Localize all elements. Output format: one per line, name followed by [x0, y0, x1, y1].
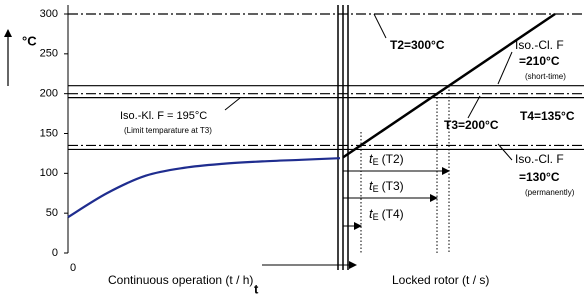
- leader-lines: [224, 13, 513, 161]
- series-line: [342, 12, 556, 159]
- duration-name: (T2): [382, 152, 404, 166]
- duration-name: (T4): [382, 207, 404, 221]
- annotation: (short-time): [525, 72, 566, 81]
- duration-name: (T3): [382, 179, 404, 193]
- annotation: T4=135°C: [520, 109, 575, 123]
- duration-symbol: t: [369, 178, 374, 193]
- y-tick-label: 150: [40, 127, 58, 139]
- duration-sub: E: [373, 184, 379, 194]
- series-line: [67, 157, 341, 219]
- annotation: (permanently): [525, 188, 575, 197]
- duration-symbol: t: [369, 206, 374, 221]
- duration-label: tE (T2): [369, 151, 404, 167]
- y-tick-label: 50: [46, 207, 58, 219]
- y-label: °C: [22, 33, 37, 48]
- annotation: Iso.-Cl. F: [515, 38, 564, 52]
- annotation: T3=200°C: [444, 118, 499, 132]
- duration-label: tE (T4): [369, 206, 404, 222]
- annotation: Iso.-Cl. F: [515, 152, 564, 166]
- duration-sub: E: [373, 212, 379, 222]
- annotation: Iso.-Kl. F = 195°C: [120, 110, 207, 122]
- annotation: T2=300°C: [390, 38, 445, 52]
- y-tick-label: 250: [40, 48, 58, 60]
- annotation: (Limit temparature at T3): [124, 126, 212, 135]
- x-label: Locked rotor (t / s): [392, 273, 489, 287]
- y-tick-label: 200: [40, 88, 58, 100]
- crossing-lines: [360, 86, 450, 253]
- x-arrow-label: t: [254, 281, 259, 296]
- x-origin-label: 0: [70, 262, 76, 274]
- duration-sub: E: [373, 157, 379, 167]
- annotation: =210°C: [519, 54, 560, 68]
- y-tick-label: 100: [40, 167, 58, 179]
- duration-symbol: t: [369, 151, 374, 166]
- duration-label: tE (T3): [369, 178, 404, 194]
- y-tick-label: 0: [52, 247, 58, 259]
- x-label: Continuous operation (t / h): [108, 273, 253, 287]
- time-break: [337, 5, 349, 270]
- annotation: =130°C: [519, 170, 560, 184]
- y-tick-label: 300: [40, 8, 58, 20]
